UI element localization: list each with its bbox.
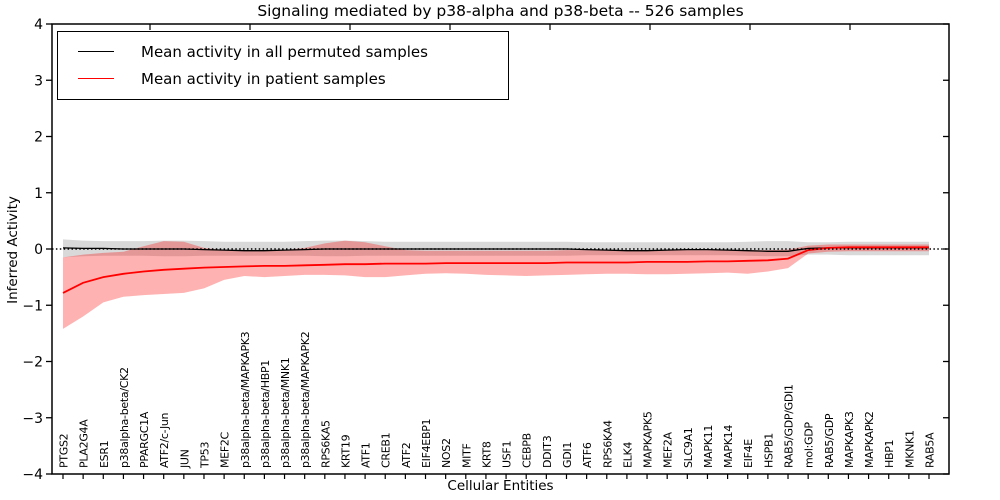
y-tick-label: −1 xyxy=(22,298,43,314)
x-tick-label: RAB5/GDP/GDI1 xyxy=(783,384,796,468)
x-tick-label: EIF4E xyxy=(742,439,755,468)
x-tick-label: SLC9A1 xyxy=(682,427,695,468)
x-tick-label: HSPB1 xyxy=(762,433,775,468)
x-tick-label: MKNK1 xyxy=(903,430,916,468)
x-tick-label: KRT19 xyxy=(339,434,352,468)
y-tick-label: −4 xyxy=(22,467,43,483)
x-tick-label: MAPKAPK3 xyxy=(843,411,856,468)
x-tick-label: MAPKAPK2 xyxy=(863,411,876,468)
x-tick-label: RPS6KA4 xyxy=(601,420,614,468)
x-tick-label: PLA2G4A xyxy=(78,419,91,468)
x-tick-label: p38alpha-beta/MNK1 xyxy=(279,358,292,468)
x-tick-label: HBP1 xyxy=(883,440,896,468)
patient-mean-line xyxy=(62,246,929,294)
y-tick-label: −3 xyxy=(22,411,43,427)
legend-item-patient: Mean activity in patient samples xyxy=(58,65,508,92)
x-axis-label: Cellular Entities xyxy=(447,478,554,494)
legend-label-patient: Mean activity in patient samples xyxy=(141,69,386,88)
x-tick-label: RPS6KA5 xyxy=(319,420,332,468)
x-tick-label: ATF1 xyxy=(360,442,373,468)
x-tick-label: USF1 xyxy=(501,441,514,468)
x-tick-label: ATF6 xyxy=(581,442,594,468)
x-tick-label: PTGS2 xyxy=(58,434,71,468)
x-tick-label: JUN xyxy=(178,449,191,469)
legend-label-permuted: Mean activity in all permuted samples xyxy=(141,42,428,61)
x-tick-label: TP53 xyxy=(198,442,211,469)
y-tick-label: 1 xyxy=(34,186,43,202)
x-tick-label: RAB5A xyxy=(924,432,937,468)
permuted-mean-line xyxy=(62,247,929,252)
y-tick-label: 0 xyxy=(34,242,43,258)
legend-line-permuted-icon xyxy=(78,51,114,52)
x-tick-label: NOS2 xyxy=(440,438,453,468)
legend-line-patient-icon xyxy=(78,78,114,79)
y-tick-label: 3 xyxy=(34,73,43,89)
legend: Mean activity in all permuted samples Me… xyxy=(57,31,509,100)
x-tick-label: MITF xyxy=(460,443,473,468)
x-tick-label: MEF2A xyxy=(662,431,675,468)
x-tick-label: MAPK14 xyxy=(722,425,735,468)
x-tick-label: ESR1 xyxy=(98,441,111,468)
y-tick-label: 2 xyxy=(34,130,43,146)
x-tick-label: p38alpha-beta/HBP1 xyxy=(259,360,272,468)
x-tick-label: ATF2/c-Jun xyxy=(158,412,171,468)
patient-band xyxy=(63,240,929,329)
x-tick-label: CEBPB xyxy=(521,433,534,468)
x-tick-label: MAPK11 xyxy=(702,425,715,468)
x-tick-label: MAPKAPK5 xyxy=(642,411,655,468)
x-tick-label: RAB5/GDP xyxy=(823,413,836,468)
y-tick-label: −2 xyxy=(22,355,43,371)
x-tick-label: MEF2C xyxy=(219,431,232,468)
x-tick-label: PPARGC1A xyxy=(138,411,151,468)
x-tick-label: ATF2 xyxy=(400,442,413,468)
chart-title: Signaling mediated by p38-alpha and p38-… xyxy=(257,2,744,20)
y-tick-label: 4 xyxy=(34,17,43,33)
x-tick-label: EIF4EBP1 xyxy=(420,419,433,468)
legend-item-permuted: Mean activity in all permuted samples xyxy=(58,38,508,65)
x-tick-label: GDI1 xyxy=(561,442,574,468)
x-tick-label: p38alpha-beta/CK2 xyxy=(118,367,131,468)
x-tick-label: KRT8 xyxy=(480,441,493,468)
x-tick-label: p38alpha-beta/MAPKAPK2 xyxy=(299,332,312,468)
x-tick-label: DDIT3 xyxy=(541,435,554,468)
x-tick-label: CREB1 xyxy=(380,433,393,468)
x-tick-label: mol:GDP xyxy=(803,422,816,468)
x-tick-label: p38alpha-beta/MAPKAPK3 xyxy=(239,331,252,468)
x-tick-label: ELK4 xyxy=(621,442,634,468)
